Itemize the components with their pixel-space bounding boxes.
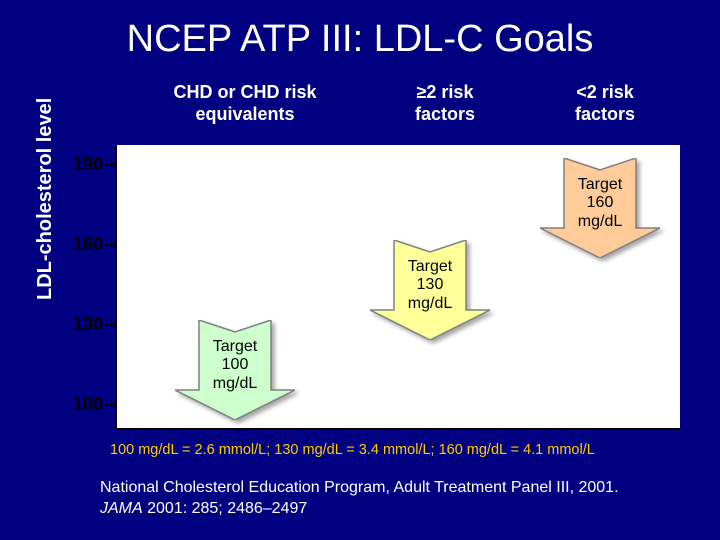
y-tick — [105, 324, 115, 326]
citation: National Cholesterol Education Program, … — [100, 478, 660, 520]
chart-area: 190160130100 Target100mg/dLTarget130mg/d… — [115, 145, 680, 430]
target-arrow: Target160mg/dL — [540, 158, 660, 258]
y-tick-label: 190 — [63, 154, 103, 175]
y-tick — [105, 244, 115, 246]
y-tick-label: 130 — [63, 314, 103, 335]
y-axis-line — [115, 145, 117, 430]
slide-title: NCEP ATP III: LDL-C Goals — [0, 0, 720, 61]
target-arrow-label: Target160mg/dL — [540, 176, 660, 231]
y-axis-label: LDL-cholesterol level — [34, 98, 57, 300]
footnote: 100 mg/dL = 2.6 mmol/L; 130 mg/dL = 3.4 … — [110, 442, 595, 458]
x-axis-line — [115, 428, 680, 430]
y-tick-label: 100 — [63, 394, 103, 415]
target-arrow: Target100mg/dL — [175, 320, 295, 420]
y-tick — [105, 164, 115, 166]
citation-rest: 2001: 285; 2486–2497 — [143, 500, 308, 517]
header-col2: ≥2 riskfactors — [395, 82, 495, 125]
citation-journal: JAMA — [100, 500, 143, 517]
citation-text: National Cholesterol Education Program, … — [100, 479, 619, 496]
y-tick — [105, 404, 115, 406]
target-arrow-label: Target130mg/dL — [370, 258, 490, 313]
header-col1: CHD or CHD riskequivalents — [145, 82, 345, 125]
target-arrow-label: Target100mg/dL — [175, 338, 295, 393]
y-tick-label: 160 — [63, 234, 103, 255]
header-col3: <2 riskfactors — [555, 82, 655, 125]
target-arrow: Target130mg/dL — [370, 240, 490, 340]
